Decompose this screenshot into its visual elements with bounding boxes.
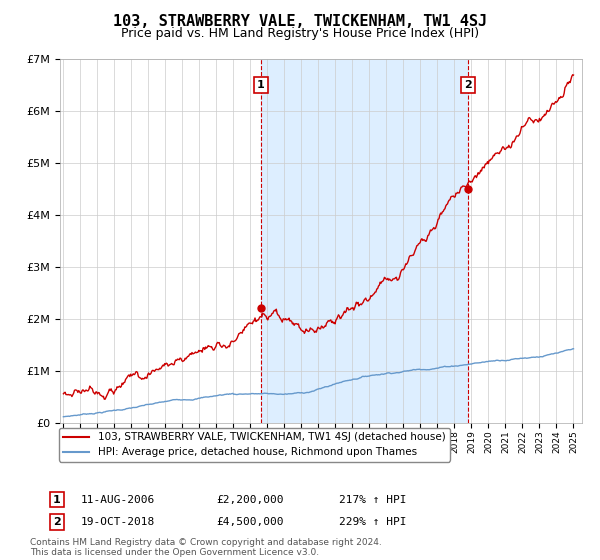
Text: 19-OCT-2018: 19-OCT-2018 [81, 517, 155, 527]
Bar [261, 59, 468, 423]
Text: 11-AUG-2006: 11-AUG-2006 [81, 494, 155, 505]
Legend: 103, STRAWBERRY VALE, TWICKENHAM, TW1 4SJ (detached house), HPI: Average price, : 103, STRAWBERRY VALE, TWICKENHAM, TW1 4S… [59, 428, 449, 461]
Text: 2: 2 [53, 517, 61, 527]
Text: £2,200,000: £2,200,000 [216, 494, 284, 505]
Text: 217% ↑ HPI: 217% ↑ HPI [339, 494, 407, 505]
Text: 1: 1 [257, 80, 265, 90]
Text: 1: 1 [53, 494, 61, 505]
Text: 2: 2 [464, 80, 472, 90]
Text: Price paid vs. HM Land Registry's House Price Index (HPI): Price paid vs. HM Land Registry's House … [121, 27, 479, 40]
Text: 103, STRAWBERRY VALE, TWICKENHAM, TW1 4SJ: 103, STRAWBERRY VALE, TWICKENHAM, TW1 4S… [113, 14, 487, 29]
Text: 229% ↑ HPI: 229% ↑ HPI [339, 517, 407, 527]
Text: Contains HM Land Registry data © Crown copyright and database right 2024.
This d: Contains HM Land Registry data © Crown c… [30, 538, 382, 557]
Text: £4,500,000: £4,500,000 [216, 517, 284, 527]
